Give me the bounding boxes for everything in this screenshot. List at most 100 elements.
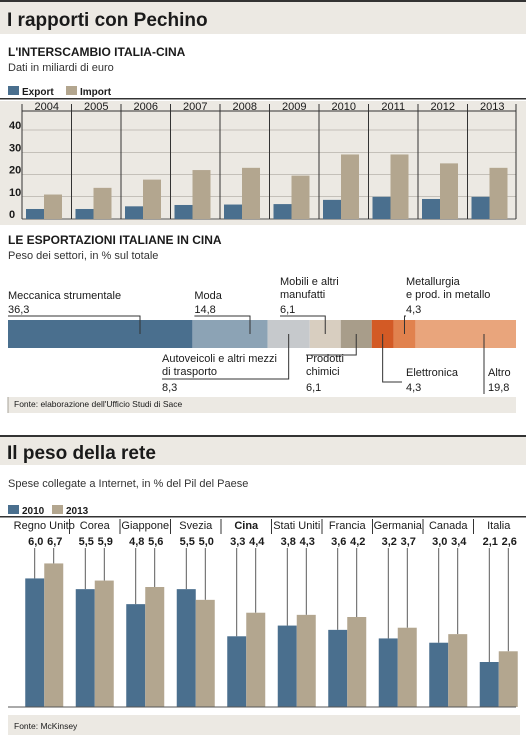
chart1-bars [26, 154, 508, 219]
value-2010-label: 6,0 [28, 536, 43, 548]
segment-3-leader [280, 315, 326, 334]
segment-7-value: 19,8 [488, 382, 509, 394]
country-label: Regno Unito [14, 520, 75, 532]
chart2-source: Fonte: elaborazione dell'Ufficio Studi d… [14, 399, 183, 409]
y-tick-label: 30 [9, 142, 21, 154]
y-tick-label: 10 [9, 187, 21, 199]
bar-2013-Corea [94, 580, 114, 707]
year-label: 2005 [84, 101, 108, 113]
segment-1-leader [194, 315, 251, 334]
legend-export-label: Export [22, 87, 54, 98]
value-2013-label: 4,3 [300, 536, 315, 548]
year-label: 2012 [431, 101, 455, 113]
bar-2013-Francia [347, 617, 367, 707]
export-bar-2010 [323, 199, 341, 219]
value-2010-label: 4,8 [129, 536, 144, 548]
segment-2-label: Autoveicoli e altri mezzi [162, 353, 277, 365]
value-2013-label: 2,6 [502, 536, 517, 548]
segment-4-leader [306, 334, 357, 356]
segment-6-leader [403, 315, 406, 334]
segment-0-leader [8, 315, 141, 334]
year-label: 2011 [381, 101, 405, 113]
value-2013-label: 6,7 [47, 536, 62, 548]
y-tick-label: 40 [9, 120, 21, 132]
chart3-subtitle: Spese collegate a Internet, in % del Pil… [8, 478, 248, 490]
value-2013-label: 4,4 [249, 536, 265, 548]
import-bar-2009 [291, 175, 310, 219]
segment-1 [192, 320, 268, 348]
segment-3-label: Mobili e altri [280, 276, 339, 288]
value-2010-label: 3,2 [382, 536, 397, 548]
bar-2013-Cina [246, 612, 266, 707]
bar-2013-Svezia [195, 599, 215, 707]
segment-4-label: Prodotti [306, 353, 344, 365]
value-2010-label: 3,6 [331, 536, 346, 548]
value-2013-label: 5,0 [199, 536, 214, 548]
bar-2010-Regno Unito [25, 578, 45, 707]
segment-7-label: Altro [488, 367, 511, 379]
country-label: Canada [429, 520, 468, 532]
legend-export-swatch [8, 86, 19, 95]
segment-5-leader [382, 334, 402, 383]
value-2013-label: 3,4 [451, 536, 467, 548]
section2-title: Il peso della rete [7, 443, 156, 464]
bar-2010-Giappone [126, 604, 146, 707]
year-label: 2007 [183, 101, 207, 113]
bar-2013-Regno Unito [44, 563, 64, 707]
export-bar-2013 [471, 196, 490, 219]
export-bar-2009 [273, 204, 292, 219]
chart3-source: Fonte: McKinsey [14, 721, 78, 731]
segment-2-label: di trasporto [162, 366, 217, 378]
value-2010-label: 5,5 [180, 536, 195, 548]
country-label: Svezia [179, 520, 213, 532]
top-rule [0, 0, 526, 2]
chart3-source-band [8, 715, 520, 735]
country-label: Corea [80, 520, 111, 532]
country-label: Stati Uniti [273, 520, 320, 532]
export-bar-2004 [26, 208, 44, 219]
country-label: Francia [329, 520, 367, 532]
chart2-source-band [8, 397, 516, 413]
import-bar-2010 [341, 154, 359, 219]
chart3-top-rule [0, 516, 526, 518]
bar-2010-Canada [429, 642, 449, 707]
legend-2010-label: 2010 [22, 506, 45, 517]
export-bar-2007 [174, 204, 193, 219]
country-label: Germania [374, 520, 423, 532]
year-label: 2004 [35, 101, 59, 113]
segment-0-value: 36,3 [8, 304, 29, 316]
chart3-bars: Regno Unito 6,0 6,7 Corea 5,5 5,9 Giappone 4,8 5… [8, 519, 518, 708]
country-label: Giappone [121, 520, 169, 532]
year-label: 2009 [282, 101, 306, 113]
segment-6-value: 4,3 [406, 304, 421, 316]
value-2010-label: 3,8 [281, 536, 296, 548]
bar-2013-Stati Uniti [296, 614, 316, 707]
legend-import-label: Import [80, 87, 112, 98]
chart1-y-axis: 0 10 20 30 40 [9, 120, 21, 221]
year-label: 2013 [480, 101, 504, 113]
bar-2010-Svezia [176, 589, 196, 707]
value-2013-label: 3,7 [401, 536, 416, 548]
import-bar-2012 [440, 163, 458, 219]
value-2010-label: 3,0 [432, 536, 447, 548]
value-2013-label: 4,2 [350, 536, 365, 548]
value-2010-label: 3,3 [230, 536, 245, 548]
legend-2013-swatch [52, 505, 63, 514]
segment-2-leader [162, 334, 290, 380]
segment-0-label: Meccanica strumentale [8, 290, 121, 302]
bar-2013-Italia [498, 651, 518, 707]
bar-2010-Cina [227, 636, 247, 707]
value-2010-label: 2,1 [483, 536, 498, 548]
country-label: Italia [487, 520, 511, 532]
y-tick-label: 0 [9, 209, 15, 221]
year-label: 2010 [332, 101, 356, 113]
year-label: 2006 [134, 101, 158, 113]
segment-7 [415, 320, 516, 348]
chart1-x-axis: 2004 2005 2006 2007 2008 2009 2010 2011 2012 2013 [21, 101, 517, 219]
bar-2010-Francia [328, 629, 348, 707]
value-2013-label: 5,6 [148, 536, 163, 548]
chart2-subtitle: Peso dei settori, in % sul totale [8, 250, 158, 262]
legend-2010-swatch [8, 505, 19, 514]
